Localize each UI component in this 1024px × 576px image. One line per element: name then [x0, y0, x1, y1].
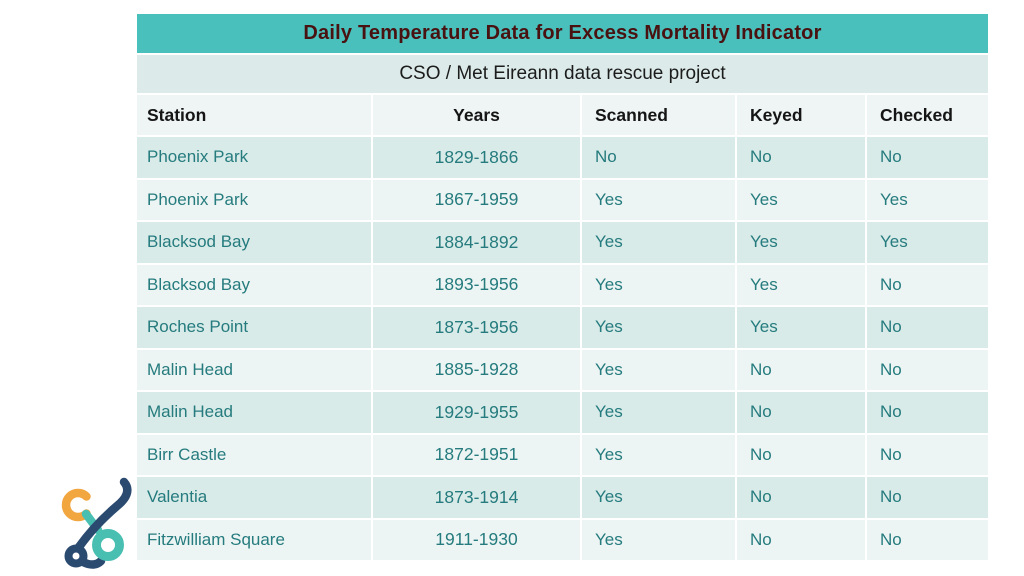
table-header-row: Station Years Scanned Keyed Checked [137, 95, 988, 135]
cell-scanned: Yes [582, 434, 735, 475]
cell-station: Malin Head [137, 392, 371, 433]
cell-keyed: No [737, 519, 865, 560]
column-header-years: Years [373, 95, 580, 135]
cell-years: 1893-1956 [373, 264, 580, 305]
cell-scanned: Yes [582, 392, 735, 433]
cell-station: Fitzwilliam Square [137, 519, 371, 560]
table-row: Fitzwilliam Square 1911-1930 Yes No No [137, 519, 988, 560]
page-subtitle: CSO / Met Eireann data rescue project [399, 63, 726, 84]
column-header-keyed: Keyed [737, 95, 865, 135]
cell-years: 1867-1959 [373, 179, 580, 220]
column-header-checked: Checked [867, 95, 988, 135]
logo-navy-tail [78, 556, 106, 569]
table-subtitle-bar: CSO / Met Eireann data rescue project [137, 55, 988, 93]
cell-years: 1885-1928 [373, 349, 580, 390]
logo-teal-ring [92, 529, 124, 561]
cell-keyed: Yes [737, 264, 865, 305]
logo-navy-ribbon [74, 477, 132, 552]
cell-years: 1873-1914 [373, 477, 580, 518]
cell-years: 1873-1956 [373, 307, 580, 348]
cell-checked: No [867, 434, 988, 475]
cell-scanned: Yes [582, 222, 735, 263]
cell-checked: Yes [867, 179, 988, 220]
cell-keyed: No [737, 349, 865, 390]
column-header-scanned: Scanned [582, 95, 735, 135]
cell-scanned: Yes [582, 477, 735, 518]
cell-checked: No [867, 137, 988, 178]
cell-checked: Yes [867, 222, 988, 263]
cell-station: Phoenix Park [137, 179, 371, 220]
table-row: Malin Head 1929-1955 Yes No No [137, 392, 988, 433]
cell-years: 1829-1866 [373, 137, 580, 178]
table-row: Birr Castle 1872-1951 Yes No No [137, 434, 988, 475]
cell-keyed: Yes [737, 222, 865, 263]
table-row: Phoenix Park 1867-1959 Yes Yes Yes [137, 179, 988, 220]
cell-years: 1929-1955 [373, 392, 580, 433]
logo-orange-arc [61, 488, 91, 522]
cell-years: 1872-1951 [373, 434, 580, 475]
cell-keyed: Yes [737, 179, 865, 220]
cell-checked: No [867, 392, 988, 433]
cell-years: 1884-1892 [373, 222, 580, 263]
cell-station: Malin Head [137, 349, 371, 390]
cell-checked: No [867, 477, 988, 518]
cell-station: Valentia [137, 477, 371, 518]
table-row: Phoenix Park 1829-1866 No No No [137, 137, 988, 178]
cell-scanned: Yes [582, 179, 735, 220]
cell-station: Birr Castle [137, 434, 371, 475]
cell-scanned: Yes [582, 307, 735, 348]
cell-station: Blacksod Bay [137, 222, 371, 263]
cso-data-rescue-logo [61, 477, 132, 569]
cell-checked: No [867, 519, 988, 560]
cell-keyed: No [737, 137, 865, 178]
table-body: Phoenix Park 1829-1866 No No No Phoenix Park 1… [137, 137, 988, 560]
cell-scanned: Yes [582, 519, 735, 560]
cell-keyed: No [737, 434, 865, 475]
cell-station: Phoenix Park [137, 137, 371, 178]
table-row: Roches Point 1873-1956 Yes Yes No [137, 307, 988, 348]
cell-scanned: Yes [582, 349, 735, 390]
page-title: Daily Temperature Data for Excess Mortal… [303, 22, 822, 44]
cell-keyed: Yes [737, 307, 865, 348]
table-row: Valentia 1873-1914 Yes No No [137, 477, 988, 518]
table-row: Malin Head 1885-1928 Yes No No [137, 349, 988, 390]
logo-navy-loop [64, 544, 88, 568]
cell-station: Blacksod Bay [137, 264, 371, 305]
cell-station: Roches Point [137, 307, 371, 348]
table-row: Blacksod Bay 1884-1892 Yes Yes Yes [137, 222, 988, 263]
table-title-bar: Daily Temperature Data for Excess Mortal… [137, 14, 988, 53]
column-header-station: Station [137, 95, 371, 135]
cell-checked: No [867, 349, 988, 390]
data-table: Daily Temperature Data for Excess Mortal… [137, 14, 988, 562]
table-row: Blacksod Bay 1893-1956 Yes Yes No [137, 264, 988, 305]
cell-scanned: Yes [582, 264, 735, 305]
cell-keyed: No [737, 477, 865, 518]
cell-checked: No [867, 307, 988, 348]
cell-checked: No [867, 264, 988, 305]
cell-scanned: No [582, 137, 735, 178]
cell-years: 1911-1930 [373, 519, 580, 560]
cell-keyed: No [737, 392, 865, 433]
